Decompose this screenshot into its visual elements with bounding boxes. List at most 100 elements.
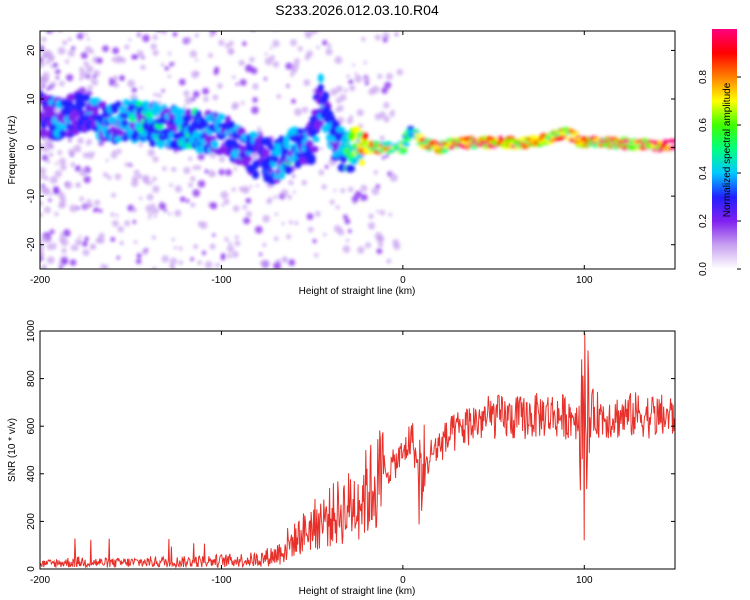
noise-blob: [172, 31, 178, 37]
noise-blob: [161, 31, 168, 35]
noise-blob: [316, 45, 320, 50]
noise-blob: [169, 257, 178, 266]
noise-blob: [183, 90, 190, 97]
ridge-blob: [63, 107, 72, 116]
noise-blob: [194, 33, 199, 38]
snr-x-label: Height of straight line (km): [299, 586, 416, 597]
noise-blob: [111, 192, 117, 198]
colorbar: 0.0 0.2 0.4 0.6 0.8 Normalized spectral ampl…: [698, 29, 741, 276]
noise-blob: [117, 225, 125, 233]
noise-blob: [292, 174, 296, 178]
noise-blob: [167, 212, 172, 216]
noise-blob: [276, 94, 282, 99]
noise-blob: [396, 68, 404, 76]
noise-blob: [148, 212, 153, 217]
noise-blob: [152, 266, 157, 269]
noise-blob: [42, 234, 49, 242]
noise-blob: [41, 36, 47, 43]
noise-blob: [392, 239, 400, 246]
noise-blob: [288, 179, 294, 186]
y-tick-label: -20: [26, 237, 37, 252]
noise-blob: [69, 259, 77, 266]
ridge-blob: [661, 139, 670, 144]
noise-blob: [45, 59, 51, 65]
noise-blob: [151, 207, 160, 215]
noise-blob: [232, 205, 240, 212]
noise-blob: [49, 175, 58, 184]
noise-blob: [367, 222, 376, 230]
ridge-blob: [401, 142, 410, 147]
noise-blob: [169, 263, 174, 268]
noise-blob: [141, 248, 148, 256]
noise-blob: [218, 168, 225, 176]
noise-blob: [86, 142, 90, 146]
ridge-blob: [273, 147, 283, 155]
noise-blob: [178, 260, 184, 265]
snr-panel: -200 -100 0 100 0 200 400 600 800 1000 Height of…: [7, 319, 676, 597]
noise-blob: [98, 208, 103, 213]
noise-blob: [136, 50, 144, 58]
noise-blob: [322, 40, 328, 46]
noise-blob: [376, 248, 383, 255]
noise-blob: [225, 169, 232, 176]
noise-blob: [287, 194, 293, 200]
noise-blob: [373, 170, 379, 175]
noise-blob: [187, 182, 194, 188]
noise-blob: [273, 236, 279, 242]
noise-blob: [190, 202, 196, 208]
noise-blob: [90, 78, 94, 82]
noise-blob: [67, 49, 76, 57]
noise-blob: [178, 78, 186, 86]
noise-blob: [306, 213, 314, 221]
noise-blob: [136, 32, 141, 37]
noise-blob: [173, 246, 178, 250]
noise-blob: [84, 236, 89, 242]
noise-blob: [59, 232, 64, 237]
noise-blob: [273, 261, 282, 269]
noise-blob: [150, 43, 157, 50]
noise-blob: [192, 189, 201, 197]
noise-blob: [264, 52, 268, 56]
noise-blob: [42, 71, 50, 79]
noise-blob: [77, 137, 84, 144]
noise-blob: [334, 56, 343, 65]
noise-blob: [191, 97, 196, 102]
noise-blob: [112, 47, 120, 55]
noise-blob: [41, 136, 46, 141]
noise-blob: [387, 172, 391, 176]
noise-blob: [207, 52, 213, 58]
ridge-blob: [242, 156, 253, 163]
noise-blob: [131, 87, 138, 93]
noise-blob: [83, 60, 89, 67]
noise-blob: [58, 157, 67, 166]
noise-blob: [84, 32, 88, 36]
ridge-blob: [306, 153, 316, 161]
noise-blob: [269, 46, 273, 50]
noise-blob: [193, 244, 199, 250]
noise-blob: [87, 85, 93, 91]
ridge-blob: [65, 99, 74, 109]
noise-blob: [52, 62, 58, 68]
noise-blob: [54, 211, 59, 217]
noise-blob: [171, 237, 176, 242]
y-tick-label: 600: [26, 417, 37, 434]
noise-blob: [185, 199, 190, 203]
noise-blob: [145, 204, 153, 213]
noise-blob: [231, 104, 237, 110]
noise-blob: [224, 43, 230, 49]
ridge-blob: [201, 118, 209, 129]
noise-blob: [218, 156, 226, 163]
noise-blob: [327, 43, 332, 48]
noise-blob: [292, 190, 296, 194]
noise-blob: [257, 126, 262, 131]
noise-blob: [107, 175, 112, 180]
noise-blob: [385, 72, 394, 81]
noise-blob: [381, 87, 388, 94]
noise-blob: [167, 74, 172, 79]
noise-blob: [85, 65, 94, 74]
noise-blob: [57, 47, 66, 55]
ridge-blob: [40, 128, 49, 137]
noise-blob: [356, 109, 364, 117]
noise-blob: [138, 196, 143, 201]
noise-blob: [136, 253, 142, 259]
